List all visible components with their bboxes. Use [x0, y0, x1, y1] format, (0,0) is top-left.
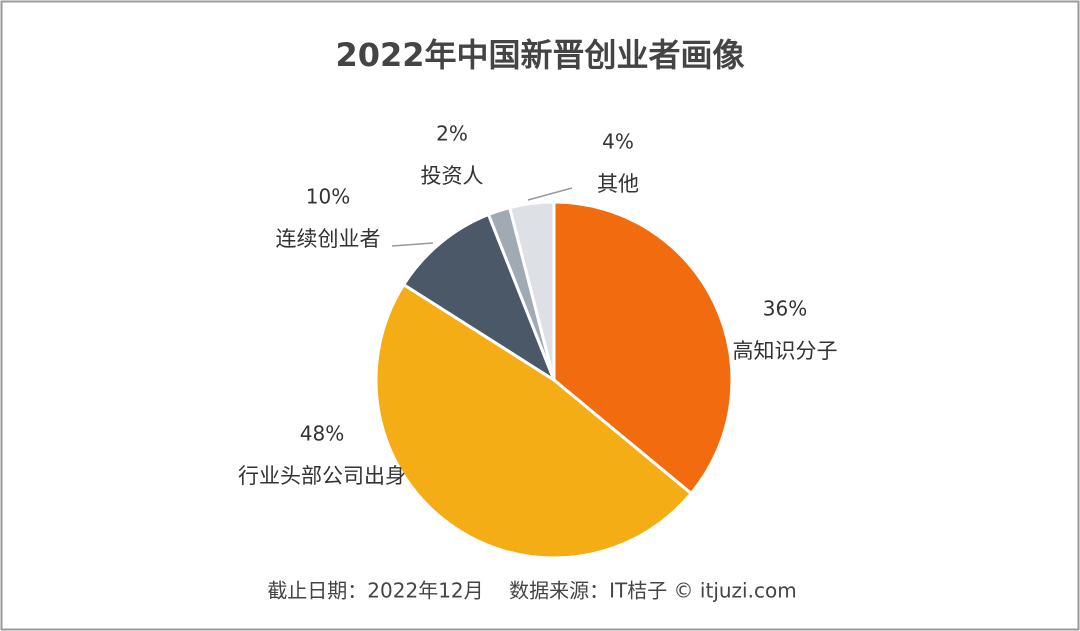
category-label: 行业头部公司出身 [238, 464, 406, 488]
leader-line [391, 242, 434, 247]
value-label: 48% [300, 422, 344, 446]
pie-slice [374, 282, 694, 560]
value-label: 10% [306, 185, 350, 209]
category-label: 其他 [597, 172, 639, 196]
value-label: 2% [436, 122, 468, 146]
footer: 截止日期：2022年12月 数据来源：IT桔子 © itjuzi.com [267, 579, 796, 603]
pie-slice [507, 200, 556, 381]
category-label: 投资人 [421, 164, 484, 188]
pie-slice [401, 212, 558, 384]
pie-slice [552, 200, 734, 496]
category-label: 连续创业者 [276, 227, 381, 251]
value-label: 4% [602, 130, 634, 154]
leader-line [527, 187, 573, 201]
value-label: 36% [763, 297, 807, 321]
category-label: 高知识分子 [733, 339, 838, 363]
chart-title: 2022年中国新晋创业者画像 [335, 36, 744, 74]
